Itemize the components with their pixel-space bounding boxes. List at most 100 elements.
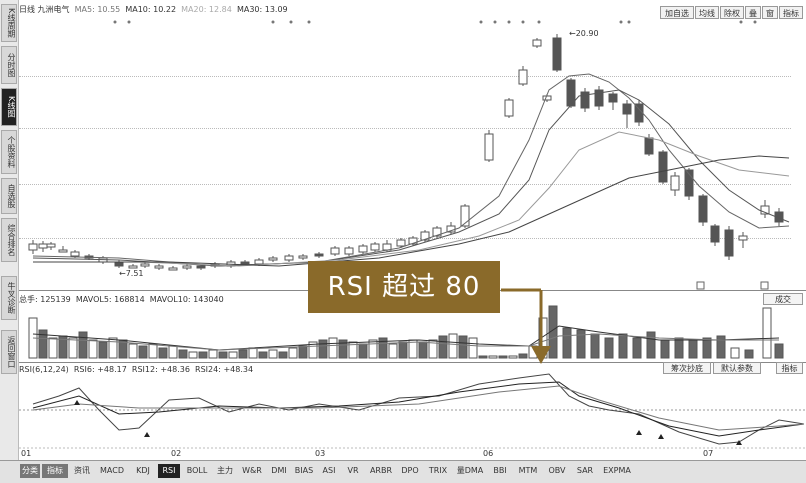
tab-kdj[interactable]: KDJ [136,466,150,475]
tab-asi[interactable]: ASI [322,466,336,475]
ma5-line [32,73,790,267]
tab-dma[interactable]: 量DMA [456,466,484,475]
tab-[interactable]: 资讯 [74,466,90,475]
indicator-button[interactable]: 指标 [779,6,803,19]
volume-bar [498,355,508,359]
tab-bias[interactable]: BIAS [294,466,314,475]
tab-[interactable]: 主力 [217,466,233,475]
volume-bar [238,349,248,359]
volume-bar [730,347,740,359]
ma30-line [33,155,790,267]
sidebar-item-kline-period[interactable]: K线周期 [1,4,17,42]
candle-body [240,261,250,265]
volume-bar [188,351,198,359]
volume-bar [548,305,558,359]
info-marker [696,281,705,290]
overlay-button[interactable]: 叠 [745,6,761,19]
candle-body [370,243,380,251]
sidebar-item-diagnosis[interactable]: 牛叉诊断 [1,276,17,320]
stock-name: 日线 九洲电气 [19,5,70,14]
volume-bar [48,337,58,359]
tab-sar[interactable]: SAR [576,466,594,475]
add-watchlist-button[interactable]: 加自选 [660,6,694,19]
volume-bar [278,351,288,359]
volume-bar [128,343,138,359]
left-sidebar: K线周期 分时图 K线图 个股资料 自选股 综合排名 牛叉诊断 返回窗口 [0,0,19,460]
volume-bar [218,351,228,359]
volume-button[interactable]: 成交 [763,293,803,305]
window-button[interactable]: 窗 [762,6,778,19]
volume-bar [478,355,488,359]
candle-body [58,249,68,253]
ma30-value: MA30: 13.09 [236,5,288,14]
tab-rsi[interactable]: RSI [158,464,180,478]
tab-[interactable]: 分类 [20,464,40,478]
volume-bar [508,355,518,359]
tab-arbr[interactable]: ARBR [369,466,393,475]
tab-dpo[interactable]: DPO [401,466,419,475]
event-marker [507,20,511,24]
rsi-info-bar: RSI(6,12,24) RSI6: +48.17 RSI12: +48.36 … [19,364,253,376]
volume-bar [646,331,656,359]
sidebar-item-back[interactable]: 返回窗口 [1,330,17,374]
indicator-tab-bar: 分类 指标 资讯 MACD KDJ RSI BOLL 主力 W&R DMI BIAS ASI VR ARB… [0,460,806,483]
volume-bar [318,339,328,359]
mavol5-value: MAVOL5: 168814 [75,295,145,304]
volume-bar [438,335,448,359]
candle-body [484,133,494,161]
volume-bar [228,351,238,359]
volume-bar [388,343,398,359]
volume-bar [268,349,278,359]
event-marker [271,20,275,24]
mavol10-value: MAVOL10: 143040 [149,295,224,304]
rsi24-value: RSI24: +48.34 [195,365,254,374]
event-marker [739,20,743,24]
candle-body [670,175,680,191]
tab-obv[interactable]: OBV [548,466,566,475]
sidebar-item-kline[interactable]: K线图 [1,88,17,126]
tab-dmi[interactable]: DMI [271,466,287,475]
candle-body [622,103,632,115]
tab-vr[interactable]: VR [347,466,359,475]
date-label: 07 [703,449,714,458]
volume-bar [660,339,670,359]
candle-body [698,195,708,223]
volume-bar [744,349,754,359]
rsi12-line [32,381,805,437]
exright-button[interactable]: 除权 [720,6,744,19]
candle-body [168,267,178,271]
tab-[interactable]: 指标 [42,464,68,478]
candle-body [396,239,406,247]
tab-bbi[interactable]: BBI [493,466,507,475]
volume-bar [398,341,408,359]
tab-wr[interactable]: W&R [242,466,262,475]
volume-bar [298,345,308,359]
volume-bar [418,341,428,359]
volume-bar [78,331,88,359]
tab-trix[interactable]: TRIX [428,466,448,475]
rsi-arrow-marker [144,432,150,437]
event-marker [113,20,117,24]
volume-bar [458,335,468,359]
volume-bar [674,337,684,359]
bottom-fishing-button[interactable]: 筹次抄底 [663,362,711,374]
ma-button[interactable]: 均线 [695,6,719,19]
sidebar-item-watchlist[interactable]: 自选股 [1,178,17,214]
volume-info-bar: 总手: 125139 MAVOL5: 168814 MAVOL10: 14304… [19,294,224,306]
candle-body [314,253,324,257]
volume-bar [590,333,600,359]
tab-mtm[interactable]: MTM [518,466,538,475]
volume-bar [138,345,148,359]
default-params-button[interactable]: 默认参数 [713,362,761,374]
tab-macd[interactable]: MACD [100,466,124,475]
tab-expma[interactable]: EXPMA [603,466,631,475]
event-marker [521,20,525,24]
sidebar-item-intraday[interactable]: 分时图 [1,46,17,84]
tab-boll[interactable]: BOLL [186,466,208,475]
sidebar-item-ranking[interactable]: 综合排名 [1,218,17,262]
sidebar-item-profile[interactable]: 个股资料 [1,130,17,174]
ma5-value: MA5: 10.55 [74,5,121,14]
callout-arrow-head [531,346,551,364]
volume-bar [148,343,158,359]
rsi-indicator-button[interactable]: 指标 [776,362,803,374]
